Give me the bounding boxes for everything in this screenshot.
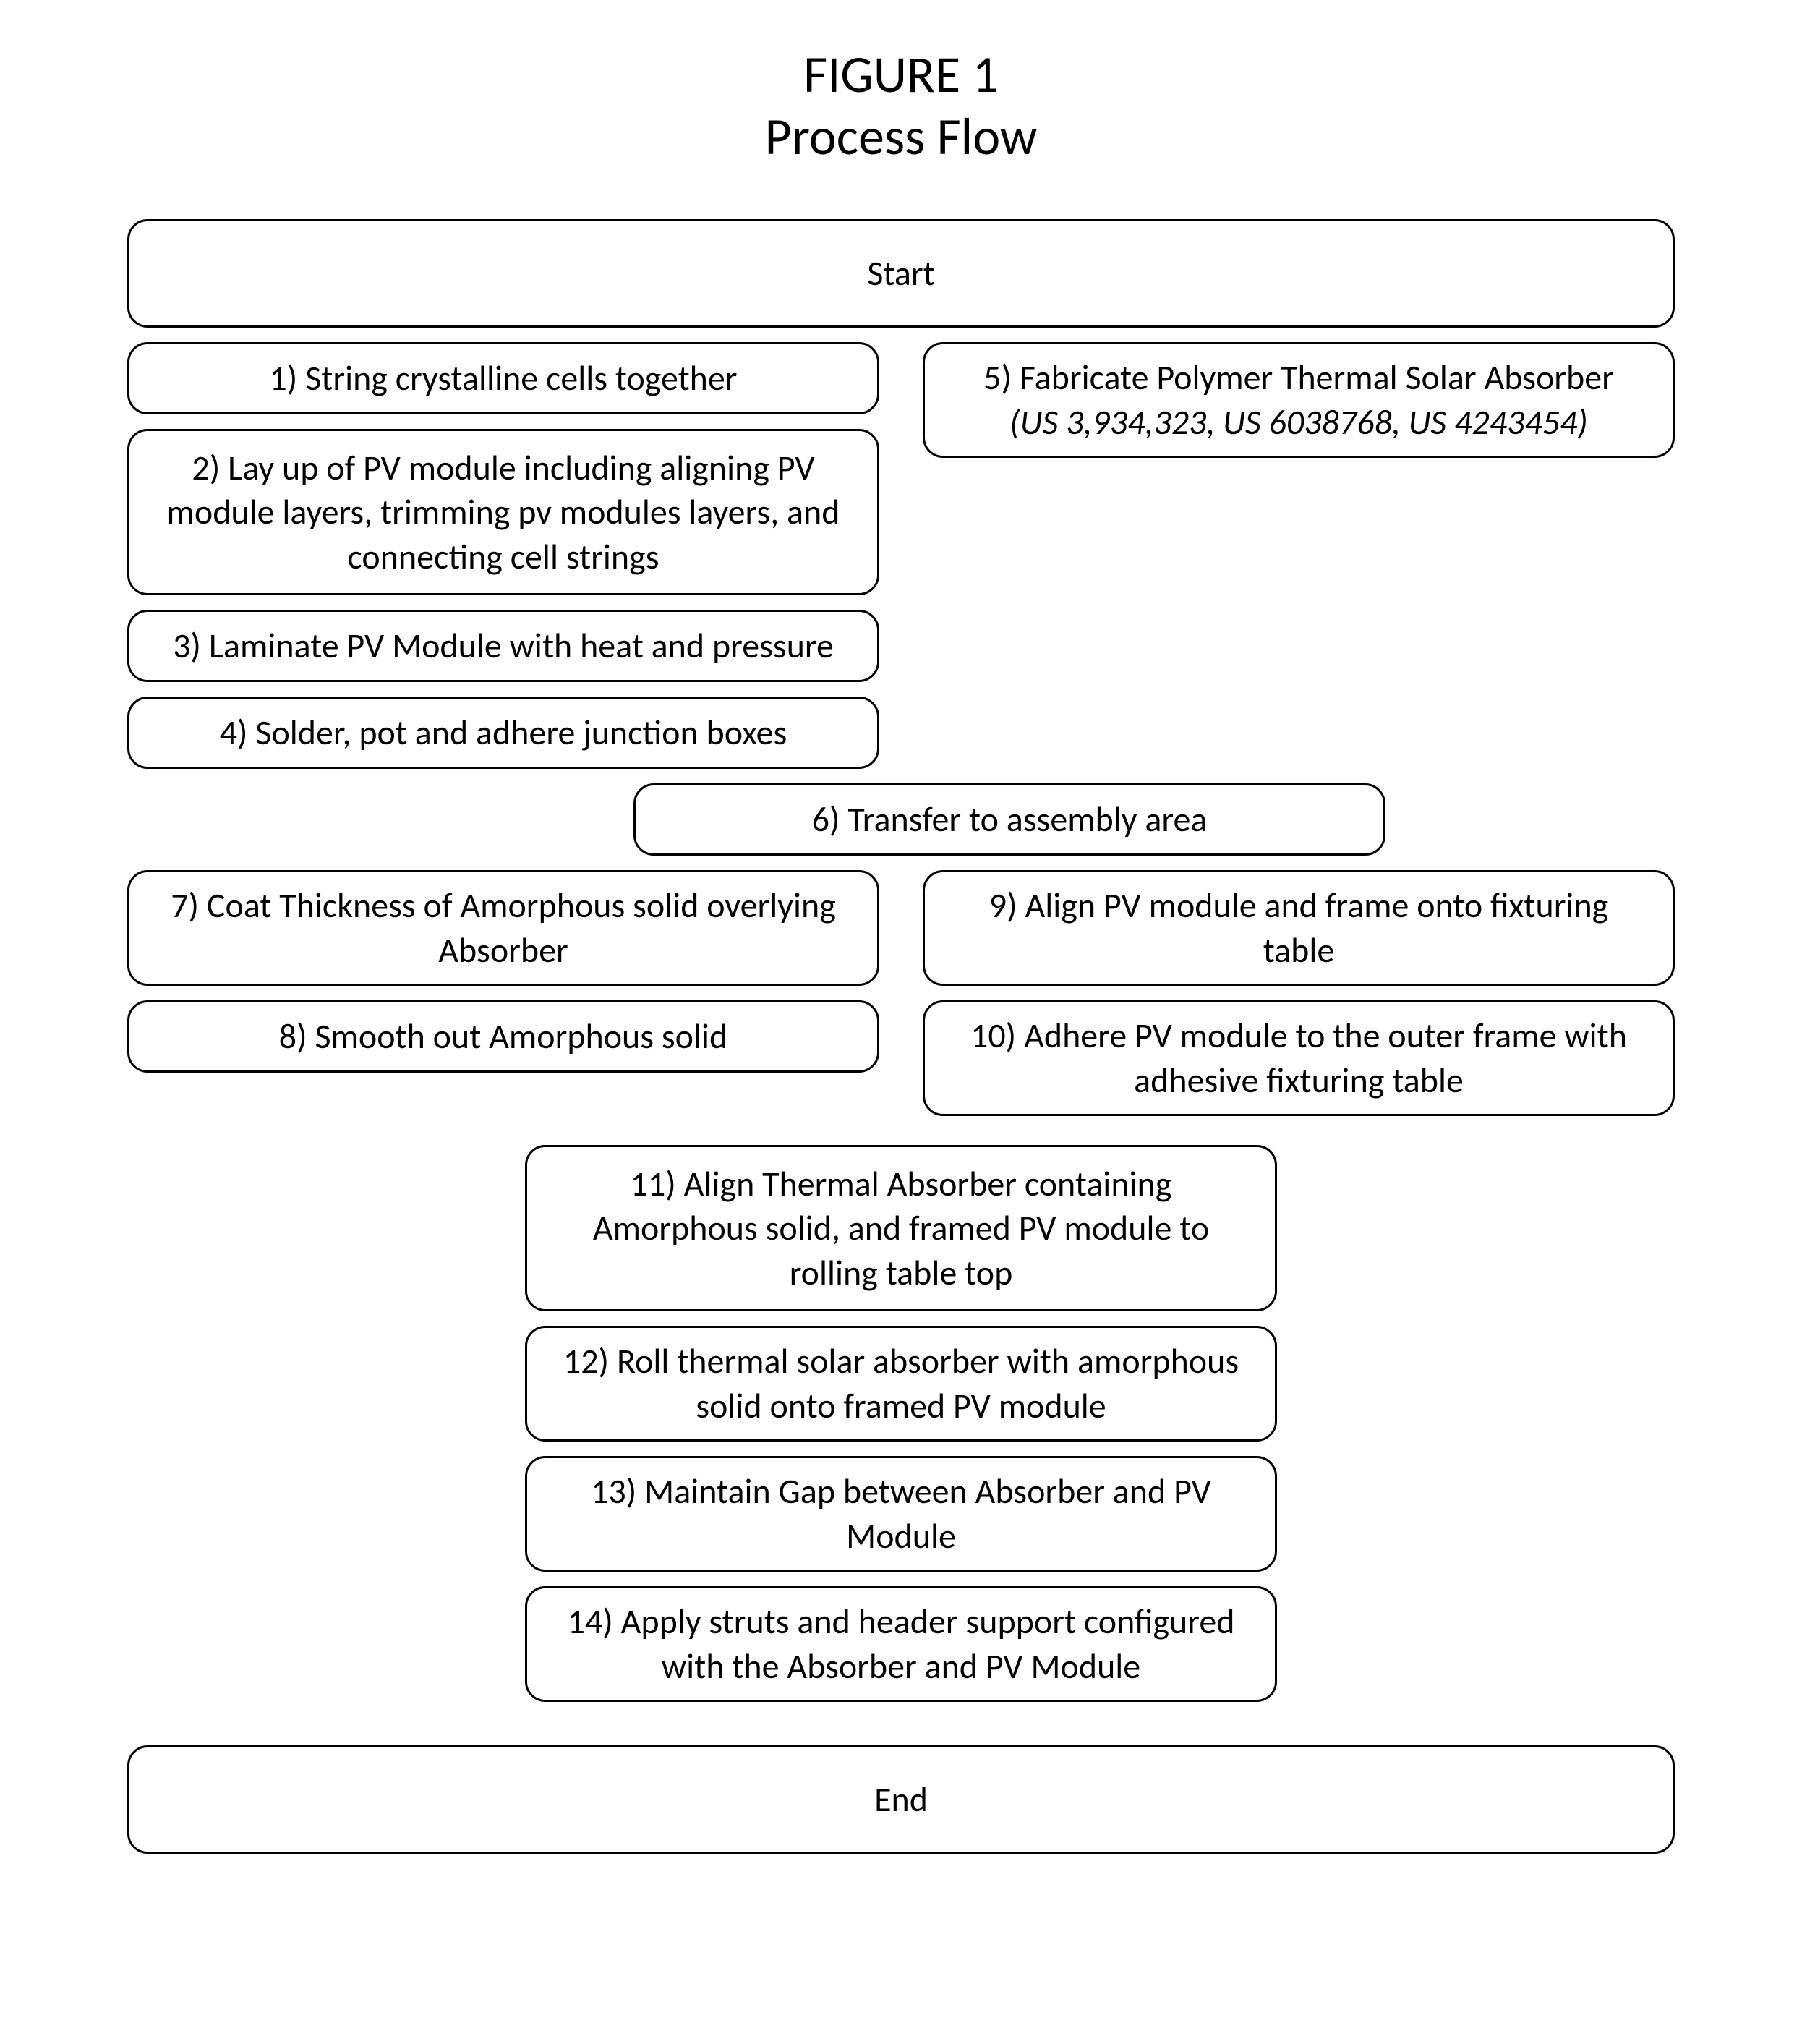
flow-box-step6: 6) Transfer to assembly area (633, 783, 1385, 856)
flow-box-label: 6) Transfer to assembly area (665, 797, 1354, 841)
figure-title-block: FIGURE 1 Process Flow (0, 43, 1802, 169)
flow-box-label: End (158, 1777, 1644, 1821)
flow-box-step10: 10) Adhere PV module to the outer frame … (923, 1000, 1675, 1116)
flow-box-step11: 11) Align Thermal Absorber containing Am… (525, 1145, 1277, 1311)
flow-box-label: 9) Align PV module and frame onto fixtur… (954, 883, 1644, 972)
flow-box-step14: 14) Apply struts and header support conf… (525, 1586, 1277, 1702)
flow-box-label: 12) Roll thermal solar absorber with amo… (556, 1339, 1246, 1428)
flow-box-label: 5) Fabricate Polymer Thermal Solar Absor… (954, 355, 1644, 444)
page: FIGURE 1 Process Flow Start 1) String cr… (0, 0, 1802, 2044)
flow-box-step4: 4) Solder, pot and adhere junction boxes (127, 697, 879, 769)
flow-box-label: 13) Maintain Gap between Absorber and PV… (556, 1469, 1246, 1558)
flow-box-step12: 12) Roll thermal solar absorber with amo… (525, 1326, 1277, 1442)
flow-box-label: 8) Smooth out Amorphous solid (158, 1014, 848, 1058)
flow-box-label: 11) Align Thermal Absorber containing Am… (556, 1162, 1246, 1295)
figure-title-line1: FIGURE 1 (0, 43, 1802, 106)
flow-box-start: Start (127, 219, 1675, 328)
flow-box-step5: 5) Fabricate Polymer Thermal Solar Absor… (923, 342, 1675, 458)
flow-box-step2: 2) Lay up of PV module including alignin… (127, 429, 879, 595)
flow-box-step13: 13) Maintain Gap between Absorber and PV… (525, 1456, 1277, 1572)
flow-box-step9: 9) Align PV module and frame onto fixtur… (923, 870, 1675, 986)
flow-box-step7: 7) Coat Thickness of Amorphous solid ove… (127, 870, 879, 986)
flow-box-label: 1) String crystalline cells together (158, 356, 848, 400)
flow-box-step8: 8) Smooth out Amorphous solid (127, 1000, 879, 1073)
flow-box-label: 3) Laminate PV Module with heat and pres… (158, 623, 848, 668)
flow-box-step3: 3) Laminate PV Module with heat and pres… (127, 610, 879, 682)
flow-box-label: 14) Apply struts and header support conf… (556, 1599, 1246, 1688)
flow-box-label: 10) Adhere PV module to the outer frame … (954, 1013, 1644, 1102)
step5-line2: (US 3,934,323, US 6038768, US 4243454) (1009, 401, 1588, 443)
flow-box-step1: 1) String crystalline cells together (127, 342, 879, 414)
step5-line1: 5) Fabricate Polymer Thermal Solar Absor… (983, 356, 1614, 399)
flow-box-label: 7) Coat Thickness of Amorphous solid ove… (158, 883, 848, 972)
flow-box-label: 4) Solder, pot and adhere junction boxes (158, 710, 848, 754)
flow-box-end: End (127, 1745, 1675, 1854)
figure-title-line2: Process Flow (0, 106, 1802, 168)
flow-box-label: Start (158, 251, 1644, 295)
flow-box-label: 2) Lay up of PV module including alignin… (158, 446, 848, 579)
